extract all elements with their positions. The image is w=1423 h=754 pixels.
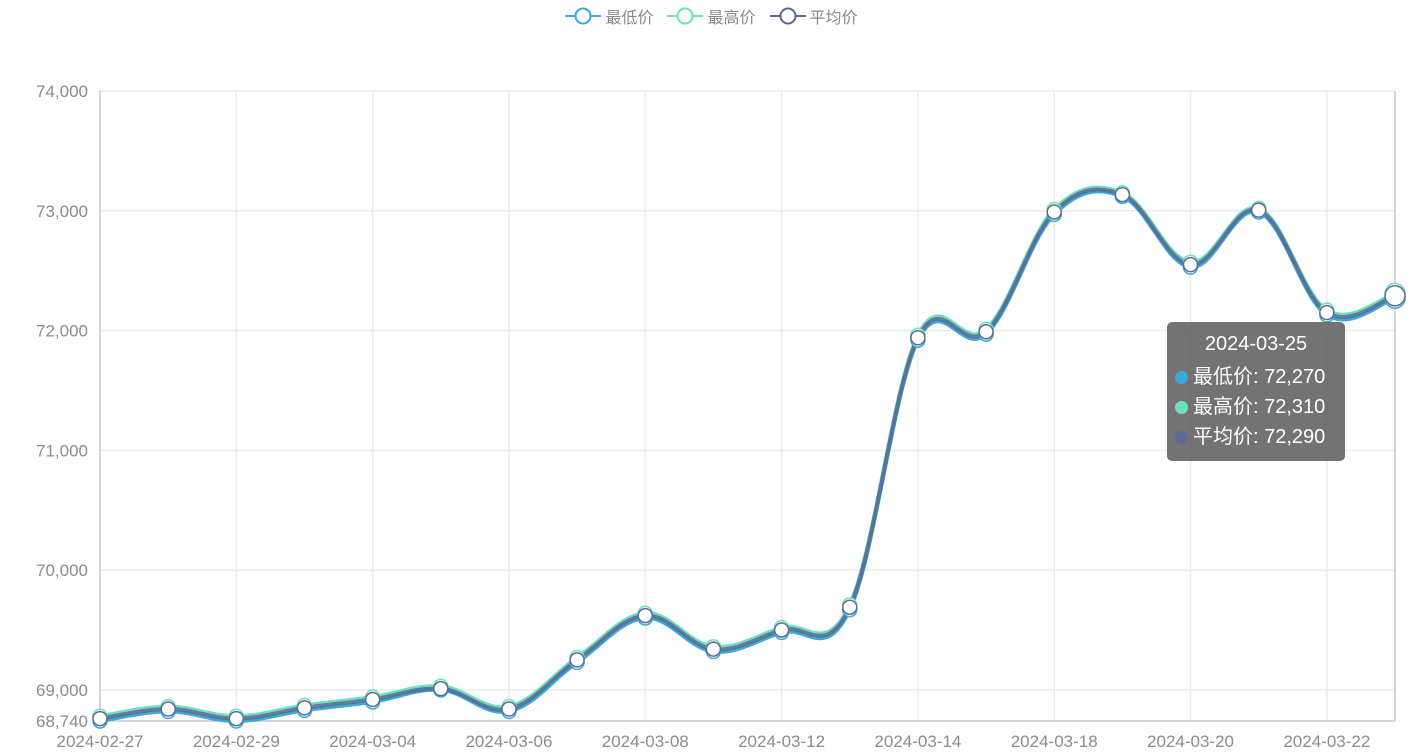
legend-item-avg[interactable]: 平均价 [769,4,858,28]
data-points [92,185,1406,729]
chart-legend: 最低价 最高价 平均价 [0,4,1423,28]
series-dot-icon [1175,370,1188,384]
y-tick-label: 69,000 [36,681,88,700]
y-tick-label: 71,000 [36,441,88,460]
data-point-avg [160,701,176,717]
x-tick-label: 2024-03-04 [329,732,416,751]
data-point-avg [1384,285,1406,307]
legend-line-circle-icon [769,7,806,25]
y-tick-label: 73,000 [36,202,88,221]
x-tick-label: 2024-03-20 [1147,732,1234,751]
series-dot-icon [1175,430,1188,444]
tooltip-label: 最高价 [1193,396,1253,418]
data-point-avg [1046,204,1062,220]
data-point-avg [637,607,654,624]
data-point-avg [705,641,722,657]
data-point-avg [501,701,517,717]
legend-item-low[interactable]: 最低价 [565,4,653,28]
tooltip-row-high: 最高价: 72,310 [1175,392,1337,422]
x-tick-label: 2024-03-08 [602,732,689,751]
x-tick-label: 2024-03-06 [465,732,552,751]
legend-item-high[interactable]: 最高价 [667,4,756,28]
y-tick-label: 74,000 [36,82,88,101]
tooltip-title: 2024-03-25 [1204,333,1308,355]
tooltip-value: 72,290 [1264,426,1326,448]
data-point-avg [228,710,245,727]
x-tick-label: 2024-03-22 [1283,732,1370,751]
data-point-avg [296,700,313,716]
legend-line-circle-icon [667,7,704,25]
data-point-avg [569,652,585,668]
data-point-avg [364,691,381,708]
axes [99,91,1396,722]
tick-labels: 74,000 73,000 72,000 71,000 70,000 69,000 68,7… [36,82,1370,751]
legend-label-high: 最高价 [707,10,756,27]
data-point-avg [978,323,994,340]
tooltip-label: 平均价 [1193,426,1253,448]
data-point-avg [433,680,449,697]
tooltip-row-avg: 平均价: 72,290 [1175,422,1337,452]
x-tick-label: 2024-03-14 [874,732,961,751]
data-point-avg [1182,256,1199,273]
x-tick-label: 2024-03-18 [1011,732,1098,751]
data-point-avg [773,622,790,638]
tooltip-label: 最低价 [1193,366,1253,388]
x-tick-label: 2024-02-27 [57,732,144,751]
x-tick-label: 2024-02-29 [193,732,280,751]
legend-label-low: 最低价 [605,10,654,27]
legend-label-avg: 平均价 [809,10,858,27]
tooltip-value: 72,270 [1264,366,1326,388]
x-tick-label: 2024-03-12 [738,732,825,751]
chart-tooltip: 2024-03-25 最低价: 72,270 最高价: 72,310 平均价: … [1167,322,1345,461]
data-point-avg [841,599,858,615]
data-point-avg [1319,304,1335,321]
tooltip-row-low: 最低价: 72,270 [1175,362,1337,392]
legend-line-circle-icon [565,7,602,25]
data-point-avg [1250,202,1267,218]
data-point-avg [910,329,926,346]
series-dot-icon [1175,400,1188,414]
data-point-avg [92,710,108,727]
tooltip-value: 72,310 [1264,396,1326,418]
y-tick-label: 72,000 [36,322,88,341]
y-tick-label: 68,740 [36,712,88,731]
y-tick-label: 70,000 [36,561,88,580]
data-point-avg [1114,186,1131,203]
